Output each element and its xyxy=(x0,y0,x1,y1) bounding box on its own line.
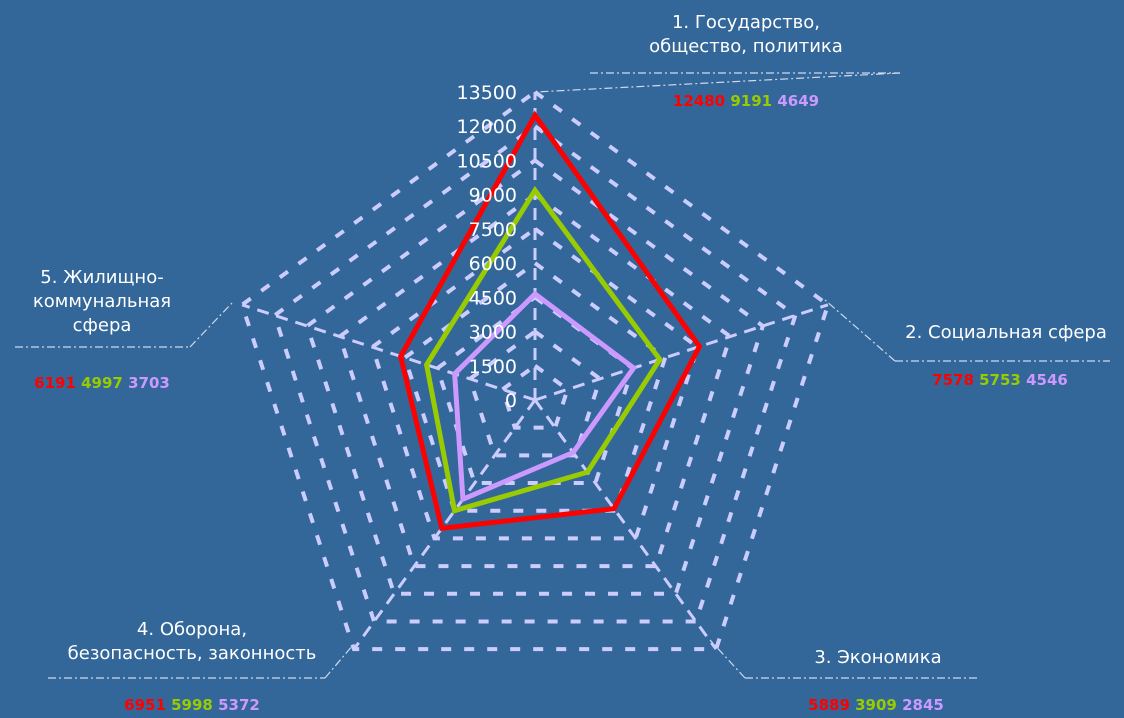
value-label-series-1: 6951 xyxy=(124,696,166,714)
category-3: 3. Экономика 5889 3909 2845 xyxy=(709,639,980,714)
category-label: 4. Оборона, xyxy=(137,619,247,640)
value-label-series-1: 12480 xyxy=(673,92,725,110)
series-1-line xyxy=(398,110,703,532)
value-label-series-2: 5998 xyxy=(166,696,213,714)
tick-label: 4500 xyxy=(469,287,517,309)
tick-label: 1500 xyxy=(469,356,517,378)
category-label: сфера xyxy=(73,315,132,336)
category-4: 4. Оборона, безопасность, законность 6951 … xyxy=(48,619,354,714)
grid-ring xyxy=(369,226,701,541)
grid-ring xyxy=(337,192,733,569)
value-labels: 5889 3909 2845 xyxy=(808,696,944,714)
value-label-series-3: 5372 xyxy=(213,696,260,714)
category-1: 1. Государство, общество, политика 12480 9… xyxy=(534,12,901,110)
value-label-series-2: 3909 xyxy=(850,696,897,714)
value-label-series-2: 9191 xyxy=(725,92,772,110)
tick-label: 9000 xyxy=(469,185,517,207)
value-label-series-2: 4997 xyxy=(76,374,123,392)
category-2: 2. Социальная сфера 7578 5753 4546 xyxy=(824,299,1110,389)
value-label-series-1: 7578 xyxy=(932,371,974,389)
grid-ring xyxy=(402,260,668,513)
axis-spoke xyxy=(241,303,536,402)
series-2-line xyxy=(423,185,663,514)
axis-spoke xyxy=(533,399,718,651)
tick-label: 12000 xyxy=(457,116,517,138)
tick-label: 6000 xyxy=(469,253,517,275)
category-5: 5. Жилищно-коммунальная сфера 6191 4997 37… xyxy=(15,267,233,392)
leader-line xyxy=(324,644,354,679)
tick-label: 0 xyxy=(505,390,517,412)
value-labels: 6191 4997 3703 xyxy=(34,374,170,392)
leader-line xyxy=(189,302,233,348)
tick-label: 13500 xyxy=(457,82,517,104)
value-labels: 7578 5753 4546 xyxy=(932,371,1068,389)
series-layer xyxy=(398,110,703,532)
category-label: безопасность, законность xyxy=(68,643,317,664)
value-label-series-3: 3703 xyxy=(123,374,170,392)
category-label: 1. Государство, xyxy=(672,12,820,33)
value-label-series-1: 5889 xyxy=(808,696,850,714)
category-label: 2. Социальная сфера xyxy=(905,322,1107,343)
leader-line xyxy=(709,639,746,679)
category-label: коммунальная xyxy=(33,291,171,312)
grid-ring xyxy=(272,123,798,624)
grid-ring xyxy=(500,363,570,430)
value-labels: 6951 5998 5372 xyxy=(124,696,260,714)
grid-ring xyxy=(239,89,831,652)
leader-line xyxy=(534,72,901,93)
value-label-series-2: 5753 xyxy=(974,371,1021,389)
grid-layer xyxy=(239,89,831,652)
category-label: 5. Жилищно- xyxy=(40,267,163,288)
axis-spoke xyxy=(352,399,537,651)
value-label-series-3: 2845 xyxy=(897,696,944,714)
value-label-series-1: 6191 xyxy=(34,374,76,392)
value-labels: 12480 9191 4649 xyxy=(673,92,819,110)
category-label: общество, политика xyxy=(649,36,843,57)
tick-label: 3000 xyxy=(469,322,517,344)
series-3-line xyxy=(452,290,638,503)
tick-label: 10500 xyxy=(457,150,517,172)
tick-label: 7500 xyxy=(469,219,517,241)
category-label: 3. Экономика xyxy=(814,647,941,668)
tick-labels: 0 1500 3000 4500 6000 7500 9000 10500 12000 13500 xyxy=(457,82,517,412)
value-label-series-3: 4546 xyxy=(1021,371,1068,389)
value-label-series-3: 4649 xyxy=(772,92,819,110)
grid-ring xyxy=(304,157,766,596)
axis-spoke xyxy=(534,303,829,402)
category-labels: 1. Государство, общество, политика 12480 9… xyxy=(15,12,1110,714)
leader-line xyxy=(824,299,896,362)
